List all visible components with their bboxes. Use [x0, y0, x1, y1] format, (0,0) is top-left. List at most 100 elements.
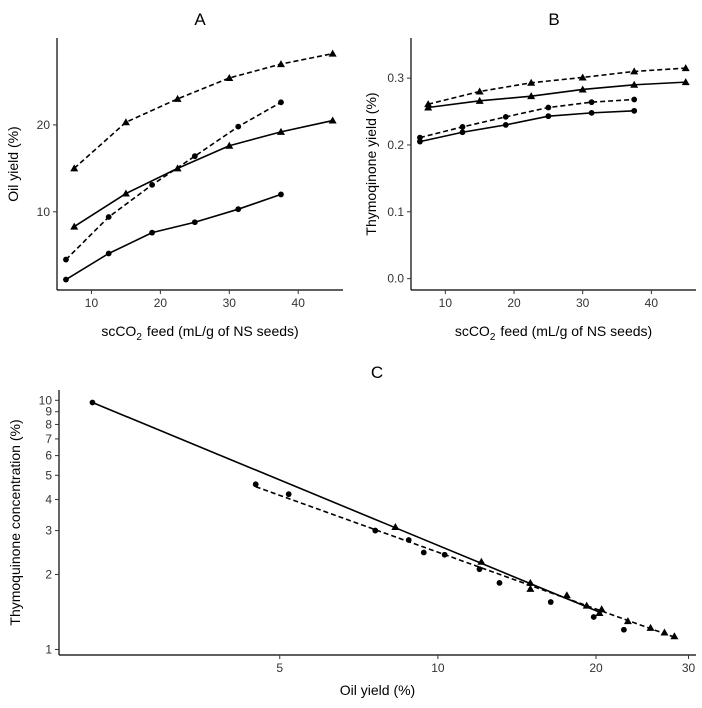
panel-a: A 10 20 30 40 10 20 scCO2 feed (mL/g of NS seed…	[5, 10, 343, 343]
triangle-solid-point	[70, 222, 79, 230]
y-tick-label: 3	[45, 524, 52, 538]
circle-solid-line	[65, 193, 282, 281]
y-axis-title: Oil yield (%)	[5, 126, 21, 201]
circle-solid-point	[235, 206, 242, 213]
triangle-solid-point	[526, 578, 535, 586]
circle-dashed-point	[252, 481, 259, 488]
circle-solid-point	[285, 491, 292, 498]
panel-title: B	[548, 10, 559, 29]
circle-dashed-point	[278, 99, 284, 106]
triangle-dashed-point	[578, 73, 587, 81]
circle-solid-point	[588, 109, 595, 116]
y-tick-label: 9	[45, 405, 52, 419]
x-tick-label: 20	[507, 296, 521, 310]
circle-dashed-line	[65, 101, 282, 261]
x-tick-label: 10	[431, 661, 445, 675]
triangle-solid-point	[681, 78, 690, 86]
triangle-dashed-point	[173, 94, 182, 102]
triangle-dashed-point	[276, 60, 285, 68]
triangle-dashed-point	[424, 100, 433, 108]
y-tick-label: 10	[37, 205, 51, 219]
panel-title: C	[371, 363, 383, 382]
triangle-dashed-point	[681, 64, 690, 72]
triangle-dashed-point	[660, 628, 669, 636]
triangle-solid-line	[73, 119, 333, 228]
triangle-dashed-point	[595, 609, 604, 617]
circle-solid-point	[63, 276, 69, 283]
circle-dashed-point	[631, 96, 638, 103]
x-axis-title: scCO2 feed (mL/g of NS seeds)	[455, 323, 652, 343]
circle-dashed-point	[496, 579, 503, 586]
circle-solid-point	[405, 537, 412, 543]
x-tick-label: 10	[439, 296, 453, 310]
circle-solid-point	[372, 527, 379, 534]
circle-solid-point	[417, 138, 423, 145]
triangle-dashed-point	[225, 73, 234, 81]
triangle-solid-point	[527, 92, 536, 100]
circle-dashed-point	[502, 113, 509, 120]
triangle-dashed-point	[475, 87, 484, 95]
circle-dashed-point	[417, 134, 423, 141]
x-tick-label: 30	[576, 296, 590, 310]
circle-dashed-point	[191, 153, 198, 160]
circle-dashed-point	[235, 123, 242, 130]
circle-dashed-point	[149, 181, 156, 188]
y-tick-label: 8	[45, 417, 52, 431]
triangle-dashed-point	[70, 164, 79, 172]
triangle-dashed-point	[121, 118, 130, 126]
x-tick-label: 5	[276, 661, 283, 675]
circle-solid-point	[105, 250, 112, 257]
triangle-solid-point	[475, 96, 484, 104]
triangle-solid-point	[582, 601, 591, 609]
y-tick-label: 2	[45, 567, 52, 581]
y-tick-label: 0.2	[387, 138, 404, 152]
triangle-solid-point	[225, 141, 234, 149]
triangle-solid-point	[173, 164, 182, 172]
circle-solid-point	[502, 121, 509, 128]
circle-dashed-point	[545, 104, 552, 111]
circle-dashed-line	[419, 98, 635, 139]
circle-dashed-point	[620, 626, 627, 633]
triangle-dashed-point	[646, 623, 655, 631]
triangle-dashed-point	[670, 632, 679, 640]
circle-solid-point	[631, 107, 638, 114]
triangle-solid-point	[630, 80, 639, 88]
circle-dashed-point	[105, 214, 112, 220]
y-tick-label: 20	[37, 118, 51, 132]
triangle-dashed-point	[526, 584, 535, 592]
x-axis-title: scCO2 feed (mL/g of NS seeds)	[101, 323, 298, 343]
x-tick-label: 30	[682, 661, 696, 675]
triangle-solid-line	[428, 81, 686, 109]
y-tick-label: 1	[45, 642, 52, 656]
circle-dashed-point	[588, 99, 595, 106]
x-tick-label: 30	[223, 296, 237, 310]
x-tick-label: 40	[292, 296, 306, 310]
fit-solid-line	[92, 401, 602, 614]
triangle-dashed-point	[527, 78, 536, 86]
circle-dashed-point	[63, 256, 69, 263]
circle-dashed-point	[420, 549, 427, 556]
y-tick-label: 6	[45, 449, 52, 463]
y-tick-label: 7	[45, 432, 52, 446]
circle-solid-point	[191, 219, 198, 226]
triangle-solid-point	[578, 85, 587, 93]
triangle-dashed-line	[427, 67, 686, 105]
x-tick-label: 20	[154, 296, 168, 310]
triangle-dashed-point	[328, 49, 337, 57]
triangle-solid-point	[276, 127, 285, 135]
y-axis-title: Thymoqinone yield (%)	[363, 92, 379, 235]
fit-dashed-line	[255, 485, 675, 638]
triangle-solid-point	[391, 523, 400, 531]
circle-dashed-point	[547, 599, 554, 605]
triangle-solid-point	[328, 116, 337, 124]
x-tick-label: 20	[589, 661, 603, 675]
panel-b: B 10 20 30 40 0.0 0.1 0.2 0.3 scCO2 feed (mL/g of…	[363, 10, 696, 343]
circle-dashed-point	[459, 124, 466, 130]
triangle-solid-point	[477, 557, 486, 565]
y-axis-title: Thymoquinone concentration (%)	[7, 419, 23, 625]
x-tick-label: 40	[645, 296, 659, 310]
circle-solid-line	[419, 110, 635, 143]
triangle-solid-point	[562, 591, 571, 599]
triangle-dashed-line	[73, 52, 333, 169]
